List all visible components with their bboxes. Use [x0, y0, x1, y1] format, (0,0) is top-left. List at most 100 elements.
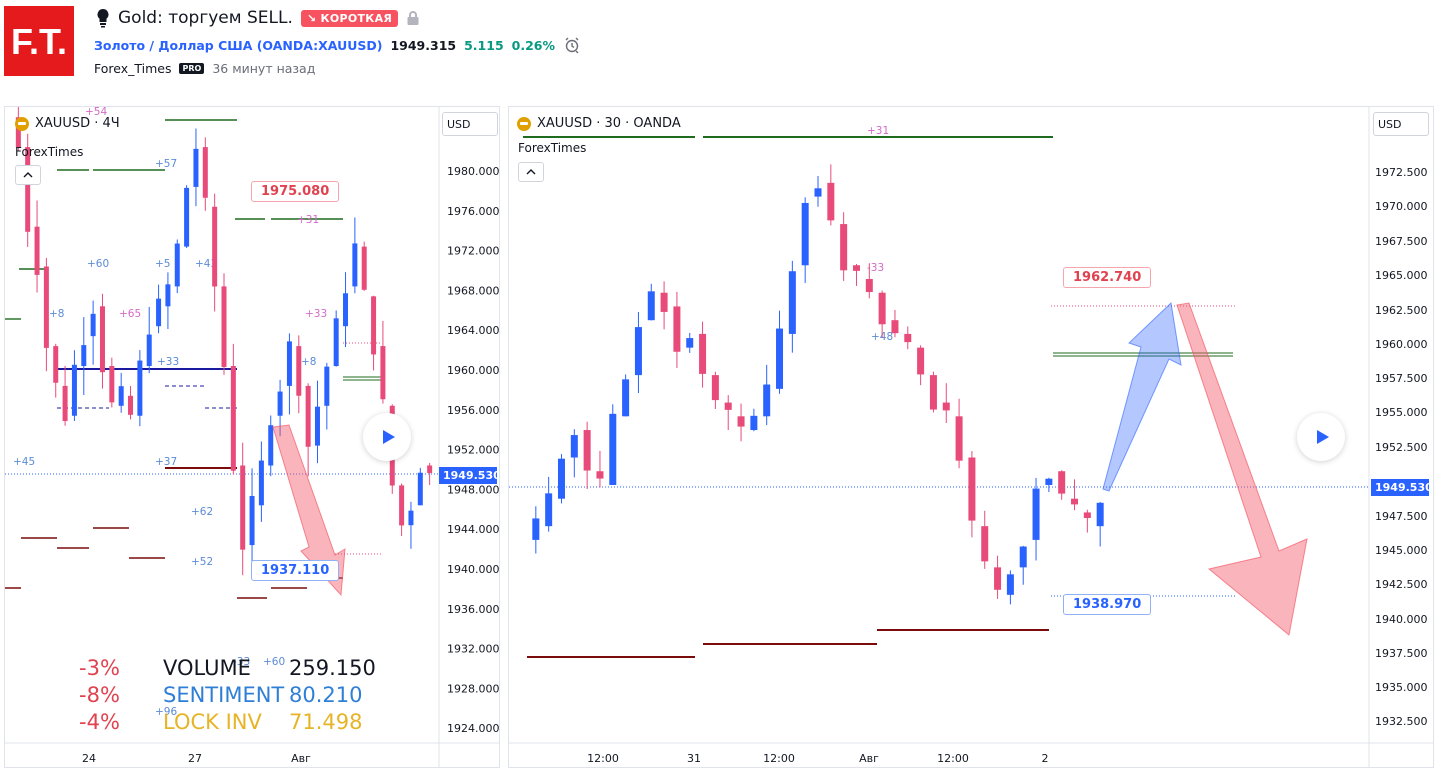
candle-body: [955, 416, 963, 461]
last-price: 1949.315: [390, 37, 457, 53]
candle-body: [737, 416, 745, 427]
candle-body: [230, 366, 236, 471]
candle-body: [1032, 488, 1040, 540]
candle-body: [596, 471, 604, 479]
symbol-link[interactable]: Золото / Доллар США (OANDA:XAUUSD): [94, 37, 383, 53]
y-tick-label: 1932.500: [1375, 715, 1428, 728]
candle-body: [371, 296, 377, 355]
candle-body: [1006, 574, 1014, 595]
price-change-percent: 0.26%: [511, 37, 556, 53]
candle-body: [258, 460, 264, 506]
y-tick-label: 1937.500: [1375, 647, 1428, 660]
y-tick-label: 1980.000: [447, 165, 500, 178]
candle-body: [634, 327, 642, 376]
y-tick-label: 1972.500: [1375, 166, 1428, 179]
stat-name: LOCK INV: [163, 710, 262, 734]
candle-body: [71, 364, 77, 416]
candle-body: [647, 291, 655, 321]
collapse-legend-button[interactable]: [15, 165, 41, 185]
y-tick-label: 1967.500: [1375, 235, 1428, 248]
candle-body: [118, 386, 124, 406]
published-time: 36 минут назад: [212, 60, 316, 76]
candle-body: [137, 360, 143, 416]
candle-body: [128, 395, 134, 415]
level-label: +33: [157, 356, 179, 368]
candle-body: [673, 306, 681, 352]
stat-pct: -4%: [79, 710, 120, 734]
author-name[interactable]: Forex_Times: [94, 60, 172, 76]
level-label: +45: [13, 456, 35, 468]
candle-body: [724, 402, 732, 410]
candle-body: [929, 375, 937, 410]
candle-body: [296, 346, 302, 396]
collapse-legend-button[interactable]: [518, 162, 544, 182]
level-label: +57: [155, 158, 177, 170]
y-tick-label: 1964.000: [447, 324, 500, 337]
right-chart-canvas[interactable]: 1972.500 1970.000 1967.500 1965.000 1962.500…: [509, 107, 1434, 768]
candle-body: [361, 246, 367, 290]
y-tick-label: 1932.000: [447, 643, 500, 656]
play-icon: [383, 430, 395, 444]
stat-row-lock-inv: -4% LOCK INV 71.498: [79, 709, 379, 736]
candle-body: [917, 347, 925, 375]
candle-body: [25, 147, 31, 232]
candle-body: [788, 271, 796, 334]
stat-value: 71.498: [289, 710, 363, 734]
candle-body: [81, 345, 87, 366]
candle-body: [15, 117, 21, 148]
price-change: 5.115: [464, 37, 504, 53]
sell-arrow-drawing: [272, 424, 346, 597]
candle-body: [532, 518, 540, 540]
right-currency-selector[interactable]: USD: [1373, 112, 1429, 136]
y-tick-label: 1965.000: [1375, 269, 1428, 282]
candle-body: [968, 457, 976, 521]
candle-body: [827, 182, 835, 221]
right-low-callout: 1938.970: [1063, 594, 1152, 615]
candle-body: [184, 187, 190, 247]
right-play-button[interactable]: [1297, 413, 1345, 461]
candle-body: [981, 526, 989, 562]
candle-body: [109, 366, 115, 403]
left-play-button[interactable]: [363, 413, 411, 461]
author-logo[interactable]: F.T.: [4, 6, 74, 76]
candle-body: [1071, 498, 1079, 505]
candle-body: [212, 206, 218, 287]
left-currency-selector[interactable]: USD: [442, 112, 498, 136]
y-tick-label: 1948.000: [447, 483, 500, 496]
left-chart-symbol-label: XAUUSD · 4Ч: [35, 116, 120, 131]
candle-body: [380, 346, 386, 400]
level-label: +8: [49, 308, 64, 320]
left-low-callout: 1937.110: [251, 560, 340, 581]
candle-body: [686, 338, 694, 348]
candle-body: [557, 458, 565, 499]
candle-body: [193, 148, 199, 187]
x-tick-label: Авг: [291, 752, 311, 765]
level-label: +43: [195, 258, 217, 270]
right-high-callout: 1962.740: [1063, 267, 1152, 288]
candle-body: [156, 298, 162, 327]
candle-body: [1045, 478, 1053, 485]
candle-body: [53, 346, 59, 383]
right-chart-source: ForexTimes: [518, 141, 587, 155]
candle-body: [314, 406, 320, 446]
candle-body: [43, 266, 49, 348]
level-label: +37: [155, 456, 177, 468]
level-label: -33: [867, 262, 884, 274]
candle-body: [865, 278, 873, 293]
y-tick-label: 1960.000: [1375, 338, 1428, 351]
gold-coin-icon: [517, 116, 531, 131]
stat-name: VOLUME: [163, 656, 251, 680]
candle-body: [202, 147, 208, 198]
alarm-clock-icon[interactable]: [563, 36, 581, 54]
candle-body: [352, 243, 358, 287]
candle-body: [570, 435, 578, 458]
level-label: +62: [191, 506, 213, 518]
right-chart-panel[interactable]: 1972.500 1970.000 1967.500 1965.000 1962.500…: [508, 106, 1434, 768]
stat-row-volume: -3% VOLUME 259.150: [79, 655, 379, 682]
lightbulb-icon: [97, 9, 109, 28]
candle-body: [324, 366, 330, 406]
candle-body: [286, 341, 292, 386]
candle-body: [34, 226, 40, 275]
svg-text:F.T.: F.T.: [11, 21, 67, 61]
left-chart-panel[interactable]: 1980.000 1976.000 1972.000 1968.000 1964.000…: [4, 106, 500, 768]
